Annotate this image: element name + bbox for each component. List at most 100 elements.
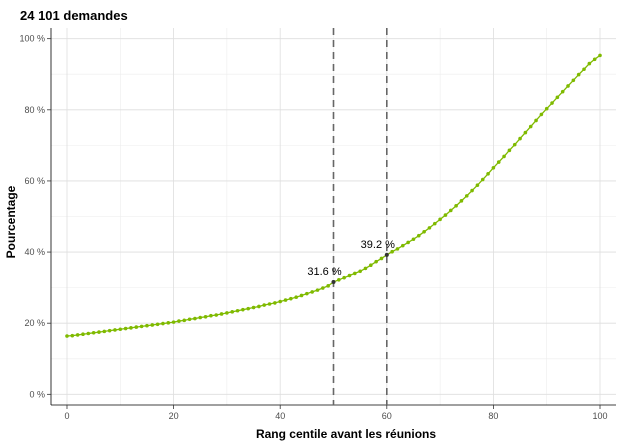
data-point bbox=[262, 303, 267, 307]
data-point bbox=[294, 295, 298, 300]
data-point bbox=[155, 322, 160, 327]
data-point bbox=[273, 301, 277, 305]
data-point bbox=[427, 226, 432, 230]
data-point bbox=[512, 142, 517, 147]
data-point bbox=[400, 243, 405, 248]
data-point bbox=[129, 326, 133, 330]
data-point bbox=[97, 330, 101, 334]
data-point bbox=[161, 321, 165, 326]
data-point bbox=[177, 319, 181, 323]
data-point bbox=[326, 284, 330, 288]
data-point bbox=[283, 298, 288, 302]
data-point bbox=[102, 329, 107, 334]
grid-minor bbox=[51, 28, 616, 405]
data-point bbox=[443, 213, 448, 217]
data-point bbox=[145, 323, 149, 328]
data-point bbox=[113, 328, 117, 332]
annotation-point bbox=[384, 252, 389, 257]
data-point bbox=[337, 278, 341, 282]
data-point bbox=[267, 302, 272, 306]
data-point bbox=[289, 296, 293, 301]
data-point bbox=[150, 323, 155, 327]
data-point bbox=[209, 313, 213, 318]
data-point bbox=[475, 183, 480, 188]
data-point bbox=[91, 331, 96, 335]
reference-lines bbox=[332, 28, 388, 405]
data-point bbox=[193, 316, 197, 321]
y-tick-label: 20 % bbox=[24, 318, 45, 328]
data-point bbox=[315, 288, 320, 292]
data-point bbox=[470, 188, 474, 193]
x-tick-label: 40 bbox=[275, 411, 285, 421]
data-point bbox=[566, 84, 570, 88]
x-tick-label: 80 bbox=[488, 411, 498, 421]
data-point bbox=[278, 299, 282, 304]
data-point bbox=[406, 240, 410, 245]
x-tick-label: 0 bbox=[64, 411, 69, 421]
x-axis-title: Rang centile avant les réunions bbox=[256, 427, 436, 441]
data-point bbox=[65, 334, 69, 338]
data-point bbox=[395, 247, 400, 251]
data-point bbox=[75, 333, 80, 337]
y-axis-title: Pourcentage bbox=[4, 185, 18, 258]
data-point bbox=[528, 124, 533, 129]
data-point bbox=[305, 291, 309, 296]
data-point bbox=[86, 331, 91, 336]
data-point bbox=[166, 321, 171, 325]
y-tick-label: 40 % bbox=[24, 247, 45, 257]
data-point bbox=[539, 112, 544, 117]
data-point bbox=[374, 259, 378, 264]
y-tick-label: 100 % bbox=[19, 34, 45, 44]
data-point bbox=[198, 315, 203, 320]
data-point bbox=[454, 204, 458, 208]
data-point bbox=[70, 333, 75, 338]
x-tick-label: 60 bbox=[382, 411, 392, 421]
data-point bbox=[203, 314, 208, 319]
data-point bbox=[550, 101, 554, 105]
data-point bbox=[246, 306, 251, 311]
data-point bbox=[347, 273, 352, 278]
annotation-label: 31.6 % bbox=[307, 266, 341, 278]
data-point bbox=[235, 308, 240, 313]
x-tick-label: 100 bbox=[592, 411, 607, 421]
data-point bbox=[369, 263, 373, 268]
chart-title: 24 101 demandes bbox=[20, 8, 128, 23]
data-point bbox=[518, 136, 522, 141]
data-point bbox=[225, 311, 229, 315]
data-point bbox=[491, 165, 496, 170]
data-point bbox=[171, 320, 176, 324]
data-point bbox=[230, 310, 235, 314]
data-point bbox=[587, 61, 592, 66]
data-point bbox=[459, 199, 464, 203]
data-point bbox=[379, 256, 384, 261]
data-point bbox=[571, 78, 576, 83]
annotation-label: 39.2 % bbox=[361, 239, 395, 251]
data-point bbox=[480, 177, 485, 182]
data-point bbox=[464, 194, 469, 198]
data-point bbox=[507, 148, 512, 153]
data-point bbox=[576, 72, 581, 77]
annotations-layer: 31.6 % 39.2 % bbox=[307, 239, 395, 284]
data-point bbox=[598, 53, 602, 58]
x-tick-label: 20 bbox=[169, 411, 179, 421]
data-point bbox=[432, 221, 437, 226]
data-point bbox=[241, 307, 245, 312]
data-point bbox=[555, 95, 560, 100]
data-point bbox=[219, 312, 224, 316]
data-point bbox=[257, 304, 261, 309]
data-point bbox=[523, 130, 528, 135]
data-point bbox=[251, 305, 256, 310]
data-point bbox=[363, 266, 368, 271]
data-point bbox=[496, 160, 501, 164]
data-point bbox=[502, 154, 506, 159]
data-point bbox=[107, 328, 112, 333]
data-point bbox=[411, 237, 416, 242]
data-point bbox=[81, 332, 85, 337]
data-point bbox=[134, 325, 139, 329]
x-axis-ticks: 0 20 40 60 80 100 bbox=[64, 405, 608, 421]
data-point bbox=[416, 233, 421, 238]
data-point bbox=[560, 89, 565, 94]
data-point bbox=[448, 208, 453, 213]
data-point bbox=[534, 118, 538, 123]
